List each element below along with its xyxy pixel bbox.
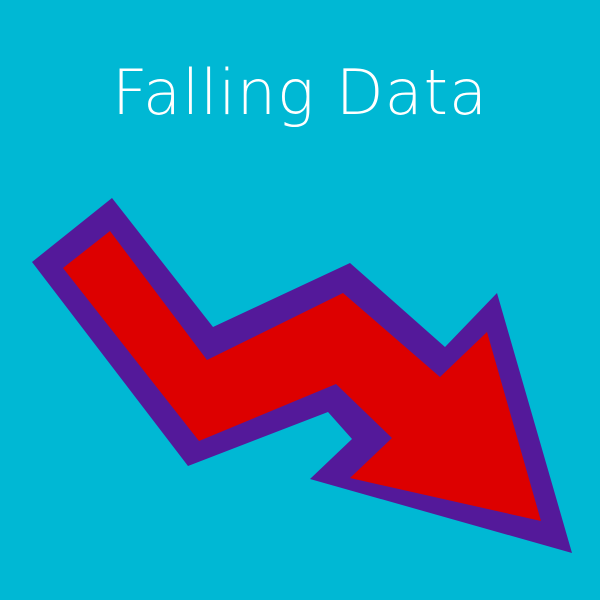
page-title: Falling Data <box>112 56 488 129</box>
arrow-fill <box>63 231 541 521</box>
